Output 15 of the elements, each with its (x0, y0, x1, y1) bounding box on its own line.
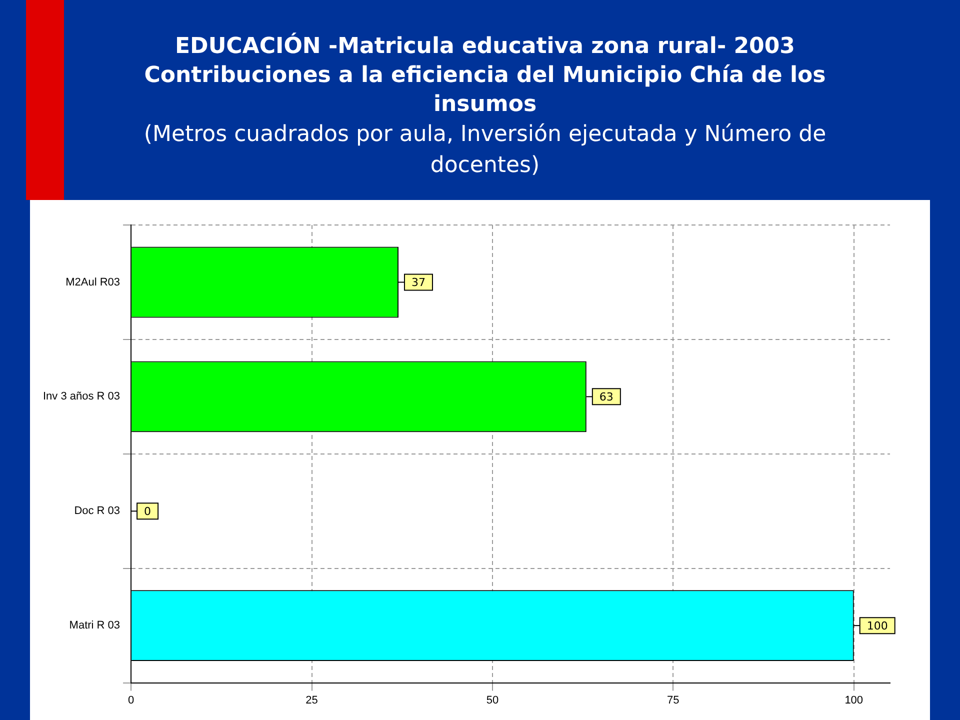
x-tick-label: 50 (486, 694, 499, 706)
chart-subtitle: (Metros cuadrados por aula, Inversión ejecutada y Número de docentes) (142, 121, 828, 180)
x-tick-label: 0 (128, 694, 134, 706)
chart-title: EDUCACIÓN -Matricula educativa zona rural- 2003 Contribuciones a la eficiencia del Municipio Chía de los insumos (143, 32, 827, 119)
data-label: 63 (599, 390, 614, 404)
y-tick-label: Matri R 03 (69, 620, 120, 632)
x-tick-label: 25 (306, 694, 318, 706)
data-label: 0 (144, 504, 152, 518)
x-tick-label: 75 (667, 694, 680, 706)
x-tick-label: 100 (844, 694, 864, 706)
y-tick-label: Inv 3 años R 03 (42, 390, 120, 403)
data-label: 37 (411, 276, 426, 290)
data-label: 100 (866, 619, 888, 632)
y-tick-label: Doc R 03 (74, 505, 120, 518)
y-tick-label: M2Aul R03 (66, 276, 120, 288)
